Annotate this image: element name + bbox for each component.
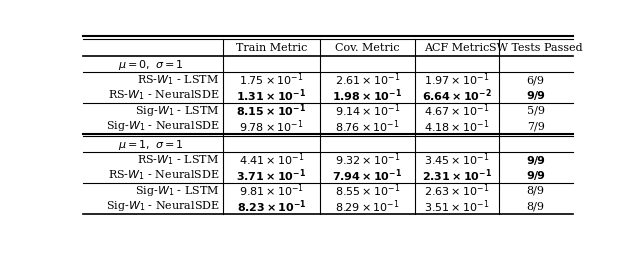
Text: $\mu = 0,\  \sigma = 1$: $\mu = 0,\ \sigma = 1$ xyxy=(118,58,184,72)
Text: $\mathbf{9/9}$: $\mathbf{9/9}$ xyxy=(526,89,545,102)
Text: ACF Metric: ACF Metric xyxy=(424,43,490,53)
Text: $9.81 \times 10^{-1}$: $9.81 \times 10^{-1}$ xyxy=(239,183,304,199)
Text: 7/9: 7/9 xyxy=(527,121,545,131)
Text: $\mathbf{2.31 \times 10^{-1}}$: $\mathbf{2.31 \times 10^{-1}}$ xyxy=(422,167,492,184)
Text: $\mu = 1,\  \sigma = 1$: $\mu = 1,\ \sigma = 1$ xyxy=(118,138,184,152)
Text: $8.76 \times 10^{-1}$: $8.76 \times 10^{-1}$ xyxy=(335,118,400,135)
Text: $8.55 \times 10^{-1}$: $8.55 \times 10^{-1}$ xyxy=(335,183,400,199)
Text: $3.45 \times 10^{-1}$: $3.45 \times 10^{-1}$ xyxy=(424,152,490,168)
Text: $\mathbf{8.23 \times 10^{-1}}$: $\mathbf{8.23 \times 10^{-1}}$ xyxy=(237,198,306,215)
Text: $\mathbf{6.64 \times 10^{-2}}$: $\mathbf{6.64 \times 10^{-2}}$ xyxy=(422,87,492,104)
Text: $9.14 \times 10^{-1}$: $9.14 \times 10^{-1}$ xyxy=(335,103,400,119)
Text: RS-$W_1$ - NeuralSDE: RS-$W_1$ - NeuralSDE xyxy=(108,169,220,182)
Text: RS-$W_1$ - LSTM: RS-$W_1$ - LSTM xyxy=(138,153,220,167)
Text: $3.51 \times 10^{-1}$: $3.51 \times 10^{-1}$ xyxy=(424,198,490,215)
Text: $\mathbf{1.31 \times 10^{-1}}$: $\mathbf{1.31 \times 10^{-1}}$ xyxy=(236,87,307,104)
Text: Sig-$W_1$ - NeuralSDE: Sig-$W_1$ - NeuralSDE xyxy=(106,199,220,213)
Text: 8/9: 8/9 xyxy=(527,186,545,196)
Text: Sig-$W_1$ - NeuralSDE: Sig-$W_1$ - NeuralSDE xyxy=(106,119,220,133)
Text: $2.61 \times 10^{-1}$: $2.61 \times 10^{-1}$ xyxy=(335,72,400,88)
Text: $\mathbf{9/9}$: $\mathbf{9/9}$ xyxy=(526,154,545,167)
Text: Sig-$W_1$ - LSTM: Sig-$W_1$ - LSTM xyxy=(135,184,220,198)
Text: $4.18 \times 10^{-1}$: $4.18 \times 10^{-1}$ xyxy=(424,118,490,135)
Text: $2.63 \times 10^{-1}$: $2.63 \times 10^{-1}$ xyxy=(424,183,490,199)
Text: $1.75 \times 10^{-1}$: $1.75 \times 10^{-1}$ xyxy=(239,72,304,88)
Text: $1.97 \times 10^{-1}$: $1.97 \times 10^{-1}$ xyxy=(424,72,490,88)
Text: $9.32 \times 10^{-1}$: $9.32 \times 10^{-1}$ xyxy=(335,152,400,168)
Text: RS-$W_1$ - LSTM: RS-$W_1$ - LSTM xyxy=(138,73,220,87)
Text: $9.78 \times 10^{-1}$: $9.78 \times 10^{-1}$ xyxy=(239,118,304,135)
Text: $\mathbf{3.71 \times 10^{-1}}$: $\mathbf{3.71 \times 10^{-1}}$ xyxy=(236,167,307,184)
Text: $\mathbf{1.98 \times 10^{-1}}$: $\mathbf{1.98 \times 10^{-1}}$ xyxy=(332,87,403,104)
Text: $\mathbf{9/9}$: $\mathbf{9/9}$ xyxy=(526,169,545,182)
Text: Cov. Metric: Cov. Metric xyxy=(335,43,400,53)
Text: RS-$W_1$ - NeuralSDE: RS-$W_1$ - NeuralSDE xyxy=(108,89,220,102)
Text: 8/9: 8/9 xyxy=(527,201,545,211)
Text: 5/9: 5/9 xyxy=(527,106,545,116)
Text: $\mathbf{8.15 \times 10^{-1}}$: $\mathbf{8.15 \times 10^{-1}}$ xyxy=(236,103,307,119)
Text: $4.41 \times 10^{-1}$: $4.41 \times 10^{-1}$ xyxy=(239,152,304,168)
Text: SW Tests Passed: SW Tests Passed xyxy=(489,43,582,53)
Text: $\mathbf{7.94 \times 10^{-1}}$: $\mathbf{7.94 \times 10^{-1}}$ xyxy=(332,167,403,184)
Text: 6/9: 6/9 xyxy=(527,75,545,85)
Text: $8.29 \times 10^{-1}$: $8.29 \times 10^{-1}$ xyxy=(335,198,400,215)
Text: Sig-$W_1$ - LSTM: Sig-$W_1$ - LSTM xyxy=(135,104,220,118)
Text: $4.67 \times 10^{-1}$: $4.67 \times 10^{-1}$ xyxy=(424,103,490,119)
Text: Train Metric: Train Metric xyxy=(236,43,307,53)
